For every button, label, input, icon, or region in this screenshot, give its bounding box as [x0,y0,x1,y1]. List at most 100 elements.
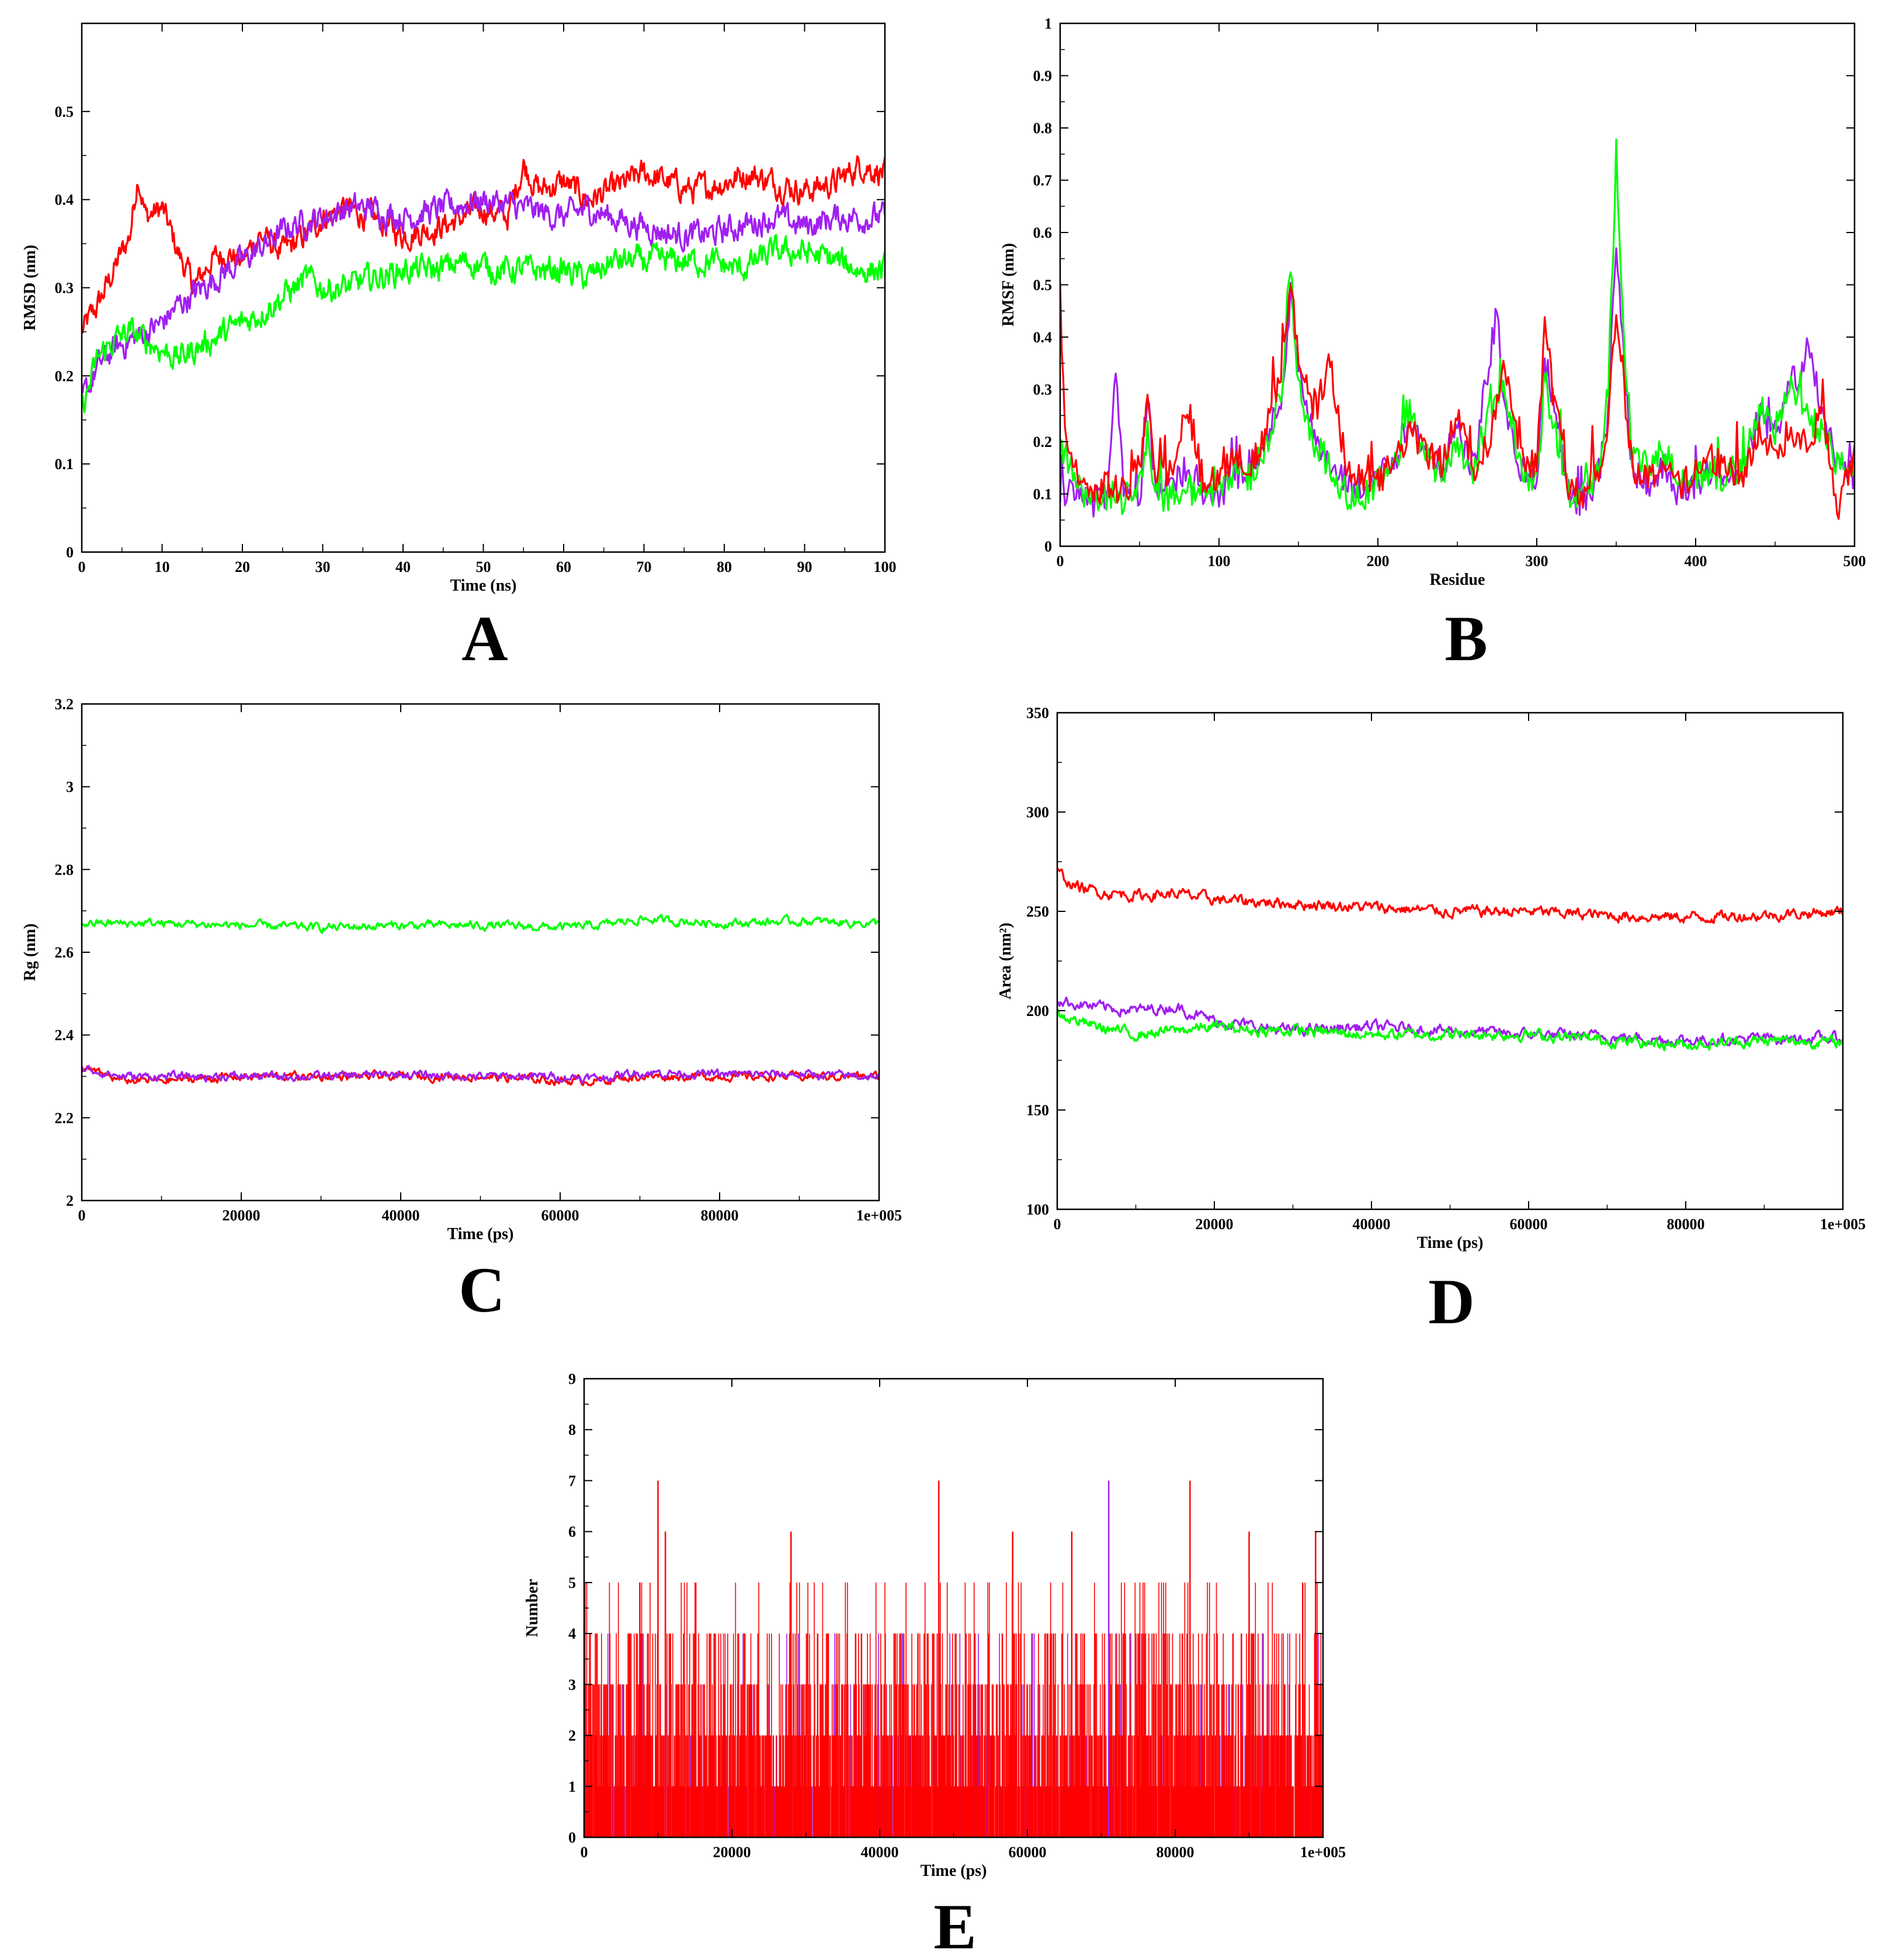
x-tick-label: 100 [874,558,897,575]
series-red-line [1057,868,1843,924]
panel-b: 0 100 200 300 400 500 0 0.1 0.2 0.3 0.4 0.5 0.6 0.7 0.… [999,15,1866,674]
y-tick-label: 0.8 [1033,120,1053,137]
panel-e: 0 20000 40000 60000 80000 1e+005 0 1 2 3 4 5 6 7 8 9 Tim… [523,1371,1346,1960]
x-tick-label: 60000 [541,1207,579,1224]
y-axis-title: Number [523,1579,541,1638]
y-tick-label: 0.9 [1033,68,1053,85]
x-axis-title: Time (ns) [450,577,517,595]
panel-d: 0 20000 40000 60000 80000 1e+005 100 150 200 250 3… [996,705,1866,1337]
x-tick-label: 0 [78,1207,86,1224]
y-tick-label: 0.3 [55,280,74,297]
x-tick-label: 80000 [1157,1844,1194,1861]
x-tick-label: 20000 [713,1844,751,1861]
y-tick-label: 350 [1026,705,1049,721]
y-tick-label: 7 [568,1472,576,1489]
series-red-bars [584,1582,1323,1837]
y-tick-label: 0.5 [1033,277,1053,294]
y-tick-label: 200 [1026,1002,1049,1019]
x-axis-title: Time (ps) [921,1862,987,1880]
y-tick-label: 1 [568,1778,576,1795]
y-tick-label: 4 [568,1625,576,1642]
x-tick-label: 500 [1843,553,1866,570]
y-tick-label: 8 [568,1421,576,1438]
plot-area-d [1057,868,1843,1052]
y-tick-label: 5 [568,1574,576,1591]
x-tick-label: 20000 [1196,1216,1234,1233]
series-red-line [82,155,885,334]
panel-c: 0 20000 40000 60000 80000 1e+005 2 2.2 2.4 2.6 2.8… [21,696,902,1326]
series-red-line [82,1065,879,1087]
x-tick-label: 100 [1208,553,1231,570]
y-tick-label: 0 [66,544,74,561]
x-tick-label: 60000 [1510,1216,1548,1233]
x-tick-label: 10 [155,558,170,575]
x-tick-label: 80000 [701,1207,739,1224]
y-tick-label: 0 [568,1829,576,1846]
x-tick-label: 1e+005 [856,1207,902,1224]
x-tick-label: 300 [1526,553,1548,570]
x-tick-label: 40000 [861,1844,899,1861]
series-green-line [82,914,879,934]
y-tick-label: 0.2 [1033,433,1053,450]
x-tick-label: 80 [717,558,732,575]
panel-label-a: A [461,603,508,674]
x-tick-label: 1e+005 [1820,1216,1866,1233]
y-axis-title: RMSF (nm) [999,243,1018,327]
x-tick-label: 40000 [1353,1216,1391,1233]
y-tick-label: 9 [568,1371,576,1387]
y-tick-label: 3 [66,779,74,796]
plot-area-b [1060,138,1855,520]
x-tick-label: 20000 [223,1207,261,1224]
panel-label-b: B [1444,603,1487,674]
y-tick-label: 3.2 [55,696,74,713]
y-tick-label: 0.4 [1033,329,1053,346]
x-axis-title: Residue [1430,571,1485,589]
plot-frame [1056,712,1844,1210]
series-green-line [1060,138,1855,515]
y-tick-label: 1 [1044,15,1052,32]
y-tick-label: 0.2 [55,367,74,384]
series-red-line [1060,282,1855,520]
x-tick-label: 80000 [1667,1216,1705,1233]
y-tick-label: 0.1 [55,456,74,473]
x-tick-label: 1e+005 [1300,1844,1346,1861]
y-tick-label: 250 [1026,903,1049,920]
plot-area-c [82,914,879,1087]
y-tick-label: 2.4 [55,1027,74,1044]
x-axis-title: Time (ps) [1417,1234,1484,1252]
x-tick-label: 200 [1367,553,1390,570]
y-tick-label: 2.2 [55,1109,74,1126]
y-tick-label: 300 [1026,804,1049,821]
y-axis-title: Area (nm²) [996,922,1015,1000]
y-tick-label: 2.6 [55,944,74,961]
x-tick-label: 60 [556,558,571,575]
x-tick-label: 30 [315,558,331,575]
panel-a: 0 10 20 30 40 50 60 70 80 90 100 0 0.1 0.2 0.3 0.4 0.5 Ti… [21,22,897,674]
x-tick-label: 0 [78,558,86,575]
y-tick-label: 0.4 [55,192,74,209]
y-tick-label: 3 [568,1676,576,1693]
y-axis-title: Rg (nm) [21,924,39,981]
x-tick-label: 0 [1054,1216,1061,1233]
plot-area-a [82,155,885,414]
y-tick-label: 0.7 [1033,172,1053,189]
y-tick-label: 100 [1026,1201,1049,1218]
y-tick-label: 0.5 [55,103,74,120]
panel-label-c: C [459,1254,505,1326]
y-tick-label: 0.1 [1033,486,1053,503]
series-green-line [1057,1009,1843,1052]
x-tick-label: 400 [1685,553,1707,570]
y-tick-label: 0 [1044,538,1052,555]
y-tick-label: 2.8 [55,861,74,878]
y-tick-label: 2 [66,1192,74,1209]
panel-label-d: D [1428,1266,1474,1337]
x-tick-label: 0 [1057,553,1064,570]
x-tick-label: 50 [476,558,491,575]
x-tick-label: 40 [395,558,411,575]
y-tick-label: 0.6 [1033,224,1053,241]
plot-area-e [584,1480,1323,1837]
y-tick-label: 0.3 [1033,381,1053,398]
plot-frame [81,703,880,1202]
x-axis-title: Time (ps) [447,1225,514,1243]
